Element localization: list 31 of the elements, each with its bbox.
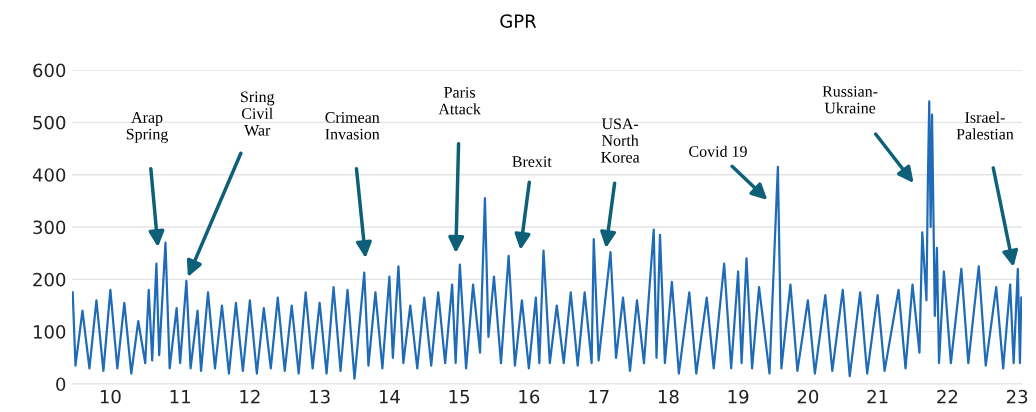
annotation: Paris Attack bbox=[438, 86, 481, 115]
x-tick-label: 15 bbox=[449, 390, 470, 404]
annotation: Arap Spring bbox=[126, 112, 169, 143]
y-tick-label: 200 bbox=[33, 272, 66, 287]
x-tick-label: 13 bbox=[310, 389, 330, 404]
y-tick-label: 600 bbox=[33, 63, 66, 78]
y-tick-label: 0 bbox=[56, 377, 66, 392]
x-tick-label: 17 bbox=[589, 390, 609, 404]
x-tick-label: 12 bbox=[240, 389, 260, 404]
annotation: Brexit bbox=[512, 156, 552, 167]
x-tick-label: 21 bbox=[867, 389, 888, 404]
x-tick-label: 23 bbox=[1006, 389, 1028, 404]
y-tick-label: 100 bbox=[33, 325, 66, 339]
annotation: Covid 19 bbox=[689, 145, 747, 157]
x-tick-label: 14 bbox=[379, 390, 400, 404]
x-tick-label: 19 bbox=[728, 389, 749, 404]
x-tick-label: 10 bbox=[100, 389, 121, 404]
annotation: Sring Civil War bbox=[241, 91, 275, 136]
x-tick-label: 18 bbox=[658, 389, 679, 404]
annotation: Israel- Palestian bbox=[956, 111, 1014, 140]
y-tick-label: 300 bbox=[33, 220, 66, 235]
annotation: USA- North Korea bbox=[601, 118, 640, 163]
y-tick-label: 500 bbox=[33, 115, 66, 130]
y-tick-label: 400 bbox=[32, 168, 66, 182]
x-tick-label: 22 bbox=[937, 389, 958, 404]
x-tick-label: 16 bbox=[519, 389, 540, 404]
annotation: Russian- Ukraine bbox=[822, 86, 878, 114]
x-tick-label: 20 bbox=[797, 389, 819, 404]
x-tick-label: 11 bbox=[170, 390, 190, 404]
chart-title: GPR bbox=[500, 14, 537, 28]
annotation: Crimean Invasion bbox=[325, 112, 380, 140]
